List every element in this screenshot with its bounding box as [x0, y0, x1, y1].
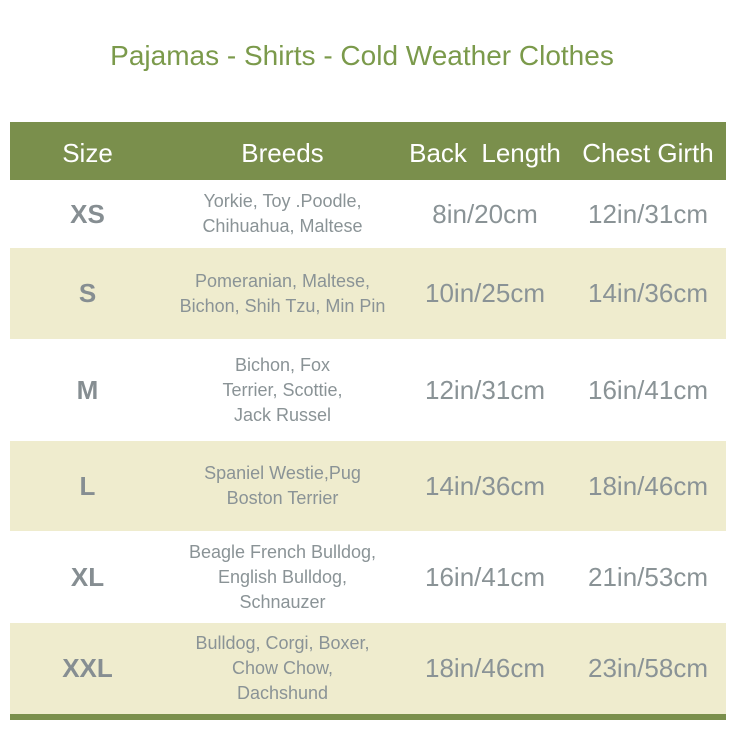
table-row: M Bichon, Fox Terrier, Scottie, Jack Rus… — [10, 339, 726, 441]
breeds-cell: Bulldog, Corgi, Boxer, Chow Chow, Dachsh… — [195, 633, 370, 703]
breeds-cell: Beagle French Bulldog, English Bulldog, … — [188, 541, 377, 612]
breeds-cell: Pomeranian, Maltese, Bichon, Shih Tzu, M… — [179, 270, 386, 316]
size-cell: M — [76, 374, 99, 405]
size-chart-table: Size Breeds Back Length Chest Girth XS Y… — [10, 122, 726, 720]
size-cell: XS — [70, 198, 105, 229]
back-length-cell: 10in/25cm — [425, 278, 545, 308]
table-row: XXL Bulldog, Corgi, Boxer, Chow Chow, Da… — [10, 623, 726, 714]
size-cell: XXL — [62, 653, 113, 683]
back-length-cell: 14in/36cm — [425, 470, 545, 501]
size-cell: L — [79, 470, 96, 501]
back-length-cell: 18in/46cm — [425, 653, 545, 683]
breeds-cell: Bichon, Fox Terrier, Scottie, Jack Russe… — [222, 354, 343, 425]
chest-girth-cell: 23in/58cm — [588, 653, 708, 683]
chest-girth-cell: 18in/46cm — [588, 470, 708, 501]
table-row: S Pomeranian, Maltese, Bichon, Shih Tzu,… — [10, 248, 726, 339]
chest-girth-cell: 14in/36cm — [588, 278, 708, 308]
header-back-length: Back Length — [409, 137, 561, 168]
header-breeds: Breeds — [241, 137, 324, 168]
breeds-cell: Yorkie, Toy .Poodle, Chihuahua, Maltese — [202, 191, 363, 236]
table-header: Size Breeds Back Length Chest Girth — [10, 122, 726, 180]
size-cell: XL — [70, 561, 105, 592]
chest-girth-cell: 12in/31cm — [588, 198, 708, 229]
table-row: L Spaniel Westie,Pug Boston Terrier 14in… — [10, 441, 726, 531]
back-length-cell: 16in/41cm — [425, 561, 545, 592]
back-length-cell: 8in/20cm — [432, 198, 538, 229]
size-cell: S — [78, 278, 97, 308]
table-row: XS Yorkie, Toy .Poodle, Chihuahua, Malte… — [10, 180, 726, 248]
chest-girth-cell: 16in/41cm — [588, 374, 708, 405]
page-title: Pajamas - Shirts - Cold Weather Clothes — [110, 40, 614, 71]
table-bottom-border — [10, 714, 726, 720]
header-chest-girth: Chest Girth — [582, 137, 714, 168]
chest-girth-cell: 21in/53cm — [588, 561, 708, 592]
back-length-cell: 12in/31cm — [425, 374, 545, 405]
breeds-cell: Spaniel Westie,Pug Boston Terrier — [204, 463, 361, 508]
header-size: Size — [62, 137, 113, 168]
table-row: XL Beagle French Bulldog, English Bulldo… — [10, 531, 726, 623]
